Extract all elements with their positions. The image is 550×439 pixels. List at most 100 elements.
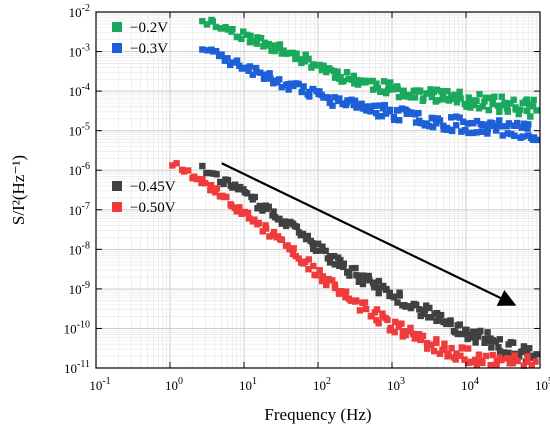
- series-3-point: [326, 259, 334, 266]
- series-4-point: [441, 345, 448, 353]
- series-4-point: [245, 215, 253, 222]
- series-2-point: [260, 75, 268, 82]
- series-4-point: [284, 242, 291, 249]
- series-2-point: [224, 55, 231, 62]
- series-2-point: [431, 115, 438, 122]
- series-1-point: [411, 94, 419, 101]
- series-2-point: [278, 83, 285, 91]
- series-1-point: [283, 50, 290, 57]
- series-1-point: [529, 103, 537, 110]
- series-1-point: [424, 90, 432, 97]
- series-2-point: [418, 120, 425, 127]
- x-tick-label: 101: [239, 376, 257, 393]
- series-4-point: [361, 299, 369, 306]
- series-4-point: [185, 167, 192, 174]
- series-2-point: [390, 116, 398, 124]
- series-4-point: [295, 255, 302, 262]
- series-1-point: [394, 83, 401, 90]
- series-4-point: [356, 307, 364, 314]
- series-3-point: [330, 252, 338, 260]
- series-1-point: [481, 98, 488, 105]
- series-4-point: [436, 350, 444, 357]
- series-4-point: [236, 204, 243, 211]
- series-4-point: [473, 361, 481, 369]
- series-3-point: [463, 326, 470, 334]
- series-4-point: [305, 266, 312, 273]
- series-1-point: [453, 99, 461, 106]
- series-2-point: [513, 122, 521, 129]
- series-1-point: [238, 35, 245, 43]
- series-1-point: [276, 41, 284, 48]
- series-3-point: [375, 289, 382, 297]
- series-4-point: [433, 336, 440, 343]
- series-3-point: [454, 330, 462, 338]
- series-2-point: [253, 68, 260, 76]
- series-2-point: [199, 46, 206, 53]
- series-1-point: [407, 94, 415, 101]
- series-4-point: [342, 288, 350, 295]
- series-1-point: [479, 103, 486, 110]
- series-1-point: [419, 97, 427, 104]
- series-3-point: [420, 310, 427, 318]
- series-3-point: [345, 268, 352, 276]
- series-4-point: [213, 185, 221, 192]
- series-3-point: [243, 190, 251, 197]
- series-4-point: [337, 289, 345, 296]
- series-1-point: [265, 40, 272, 48]
- series-1-point: [373, 80, 380, 87]
- series-4-point: [445, 351, 452, 358]
- series-4-point: [528, 361, 535, 369]
- series-4-point: [424, 345, 431, 352]
- series-1-point: [292, 55, 299, 63]
- series-3-point: [346, 272, 353, 279]
- series-4-point: [457, 352, 464, 360]
- series-1-point: [451, 91, 459, 99]
- series-3-point: [481, 335, 489, 343]
- series-3-point: [236, 183, 244, 191]
- series-3-point: [355, 278, 363, 285]
- series-1-point: [467, 98, 474, 105]
- series-3-point: [348, 265, 356, 272]
- series-3-point: [492, 338, 500, 345]
- series-2-point: [262, 71, 270, 78]
- series-1-point: [428, 93, 436, 101]
- series-1-point: [271, 42, 279, 49]
- series-1-point: [260, 43, 267, 50]
- legend-marker: [112, 181, 122, 191]
- series-4-point: [238, 210, 245, 218]
- legend-top-left: −0.2V −0.3V: [112, 20, 168, 57]
- series-1-point: [491, 93, 498, 100]
- series-4-point: [459, 345, 467, 352]
- series-3-point: [523, 349, 531, 356]
- series-4-point: [251, 216, 258, 223]
- series-1-point: [293, 50, 300, 57]
- series-4-point: [301, 258, 309, 265]
- series-4-point: [325, 275, 332, 283]
- series-4-points: [169, 160, 539, 369]
- series-4-point: [475, 351, 483, 358]
- series-1-point: [476, 91, 483, 98]
- series-2-point: [336, 95, 343, 102]
- legend-label: −0.45V: [130, 179, 176, 195]
- series-3-point: [336, 262, 343, 270]
- series-4-point: [329, 277, 336, 284]
- series-4-point: [193, 175, 200, 183]
- y-tick-label: 10-3: [69, 43, 90, 60]
- series-2-point: [375, 102, 383, 109]
- series-1-point: [416, 88, 423, 95]
- series-2-point: [443, 126, 451, 133]
- series-3-point: [464, 335, 471, 343]
- series-1-point: [350, 72, 358, 80]
- series-2-point: [300, 83, 307, 90]
- series-3-point: [270, 208, 277, 215]
- series-1-point: [301, 58, 309, 65]
- series-4-point: [231, 204, 238, 211]
- series-4-point: [342, 293, 349, 301]
- series-2-point: [378, 113, 386, 120]
- series-4-point: [461, 356, 468, 363]
- y-tick-label: 10-2: [69, 3, 90, 20]
- series-3-point: [428, 314, 435, 321]
- series-2-point: [469, 120, 477, 127]
- series-2-point: [218, 51, 225, 58]
